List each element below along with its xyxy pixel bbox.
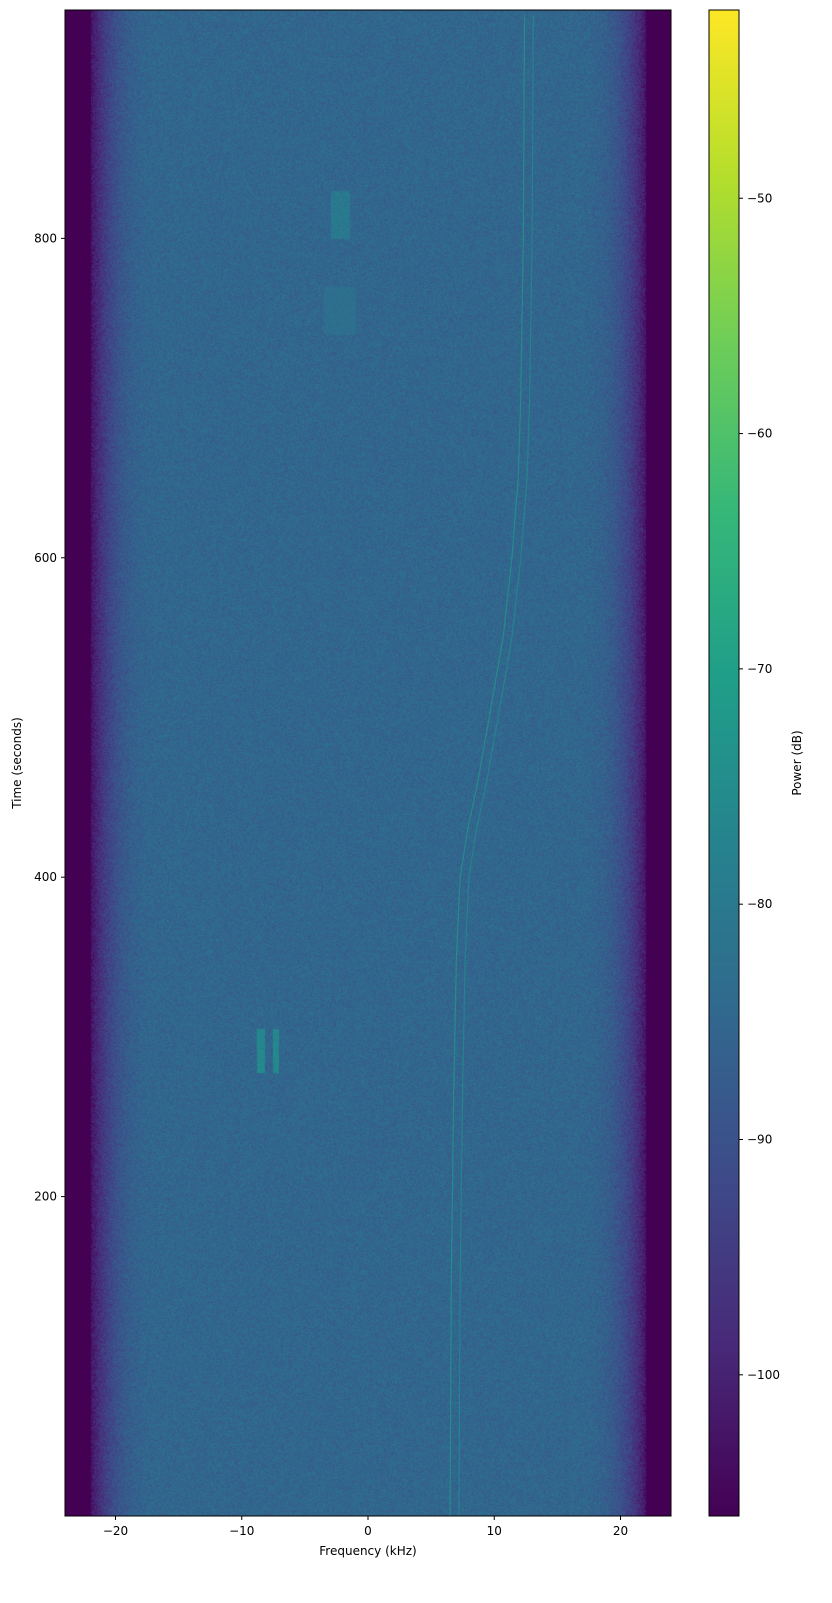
colorbar-tick-label: −70 bbox=[747, 662, 772, 676]
colorbar-label: Power (dB) bbox=[790, 730, 804, 795]
plot-frame bbox=[64, 9, 672, 1517]
y-tick-label: 200 bbox=[34, 1190, 57, 1204]
carrier-trace-1 bbox=[449, 14, 526, 1516]
colorbar-tick-label: −60 bbox=[747, 427, 772, 441]
carrier-traces bbox=[449, 14, 534, 1516]
colorbar-frame bbox=[708, 9, 740, 1517]
y-tick-label: 600 bbox=[34, 551, 57, 565]
x-tick-label: −20 bbox=[103, 1524, 128, 1538]
x-axis-label: Frequency (kHz) bbox=[319, 1544, 416, 1558]
carrier-trace-2 bbox=[458, 14, 534, 1516]
colorbar-tick-label: −50 bbox=[747, 191, 772, 205]
x-tick-label: 10 bbox=[487, 1524, 502, 1538]
y-tick-label: 400 bbox=[34, 870, 57, 884]
y-axis-ticks: 200 400 600 800 bbox=[34, 231, 65, 1204]
x-tick-label: 20 bbox=[613, 1524, 628, 1538]
x-tick-label: −10 bbox=[229, 1524, 254, 1538]
colorbar-ticks: −50 −60 −70 −80 −90 −100 bbox=[739, 191, 780, 1382]
colorbar-tick-label: −90 bbox=[747, 1133, 772, 1147]
spectrogram-heatmap bbox=[65, 10, 671, 1516]
x-axis-ticks: −20 −10 0 10 20 bbox=[103, 1516, 628, 1538]
colorbar-gradient bbox=[709, 10, 739, 1516]
y-axis-label: Time (seconds) bbox=[10, 717, 24, 810]
colorbar-tick-label: −100 bbox=[747, 1368, 780, 1382]
colorbar-tick-label: −80 bbox=[747, 897, 772, 911]
x-tick-label: 0 bbox=[364, 1524, 372, 1538]
y-tick-label: 800 bbox=[34, 231, 57, 245]
